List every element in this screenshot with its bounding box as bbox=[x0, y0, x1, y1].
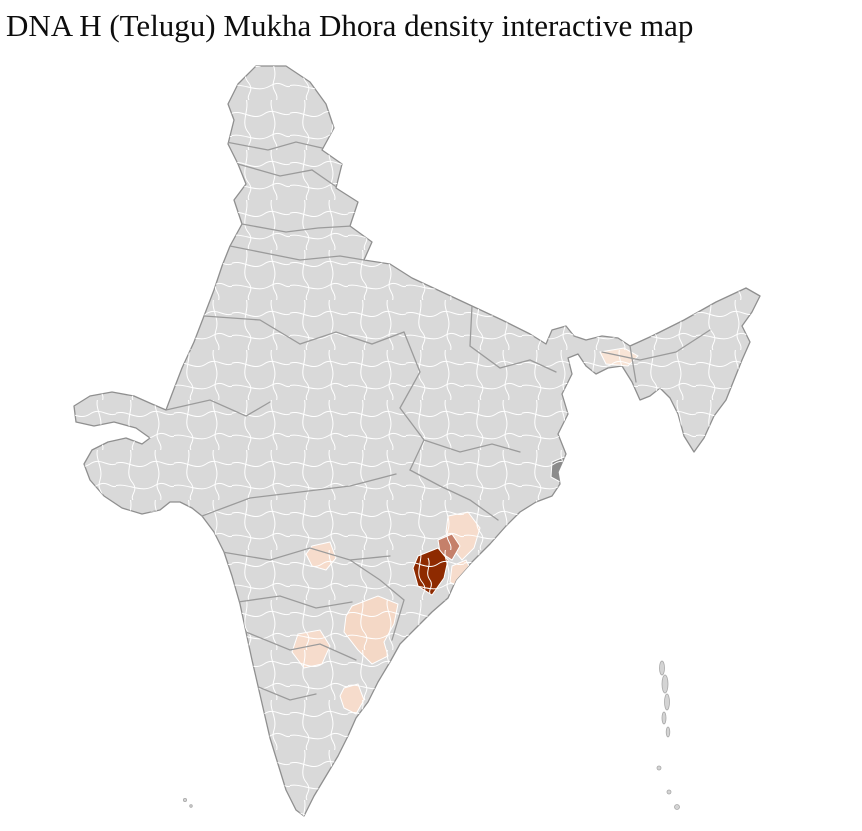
andaman-island[interactable] bbox=[661, 674, 669, 694]
andaman-island[interactable] bbox=[664, 693, 670, 711]
state-boundaries bbox=[165, 141, 711, 701]
india-landmass[interactable] bbox=[73, 65, 761, 817]
islands-group[interactable] bbox=[182, 660, 680, 810]
lakshadweep-island[interactable] bbox=[182, 798, 187, 803]
nicobar-island[interactable] bbox=[666, 789, 672, 795]
lakshadweep-island[interactable] bbox=[189, 804, 193, 808]
andaman-island[interactable] bbox=[665, 726, 671, 738]
nicobar-island[interactable] bbox=[674, 804, 680, 810]
nicobar-island[interactable] bbox=[656, 765, 662, 771]
andaman-island[interactable] bbox=[661, 711, 667, 725]
page-title: DNA H (Telugu) Mukha Dhora density inter… bbox=[6, 8, 694, 43]
district-gray-kolkata[interactable] bbox=[550, 456, 571, 484]
andaman-island[interactable] bbox=[659, 660, 665, 676]
